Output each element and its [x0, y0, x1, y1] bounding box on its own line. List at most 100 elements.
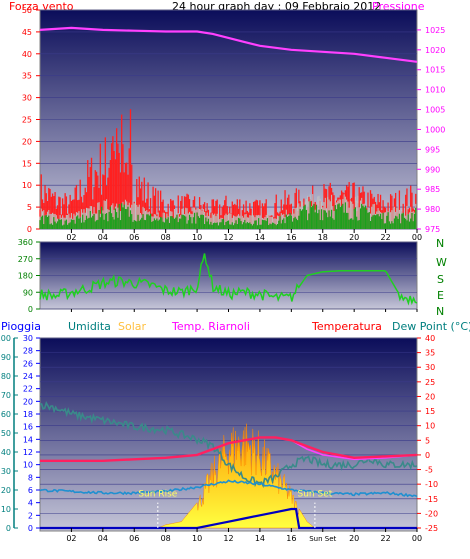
wind-direction-line — [39, 253, 418, 306]
y3-tick-label: 40 — [425, 334, 435, 343]
hum-tick-label: 2 — [28, 511, 33, 520]
y3-tick-label: -25 — [425, 524, 438, 533]
y-tick-label: 360 — [18, 238, 33, 247]
y2-tick-label: 1005 — [425, 106, 445, 115]
x-tick-label: 20 — [349, 233, 359, 242]
y2-tick-label: 975 — [425, 225, 440, 234]
y-tick-label: 25 — [22, 116, 32, 125]
rain-tick-label: 100 — [0, 334, 11, 343]
x-tick-label: 00 — [412, 534, 422, 543]
y2-tick-label: 980 — [425, 205, 440, 214]
temp-alt-label: Temp. Riarnoli — [171, 320, 250, 333]
x-tick-label: 16 — [286, 534, 296, 543]
x-tick-label: 16 — [286, 233, 296, 242]
y3-tick-label: -5 — [425, 466, 433, 475]
y3-tick-label: -15 — [425, 495, 438, 504]
sunset-label: Sun Set — [298, 489, 333, 499]
hum-tick-label: 22 — [23, 385, 33, 394]
hum-tick-label: 24 — [23, 372, 33, 381]
y3-tick-label: 25 — [425, 378, 435, 387]
x-tick-label: 04 — [98, 534, 108, 543]
x-tick-label: 06 — [129, 534, 139, 543]
y2-tick-label: 1020 — [425, 46, 445, 55]
hum-tick-label: 30 — [23, 334, 33, 343]
y-tick-label: 50 — [22, 6, 32, 15]
hum-tick-label: 0 — [28, 524, 33, 533]
humidity-line — [40, 400, 418, 489]
dewpoint-label: Dew Point (°C) — [392, 320, 470, 333]
x-tick-label: 20 — [349, 534, 359, 543]
sunrise-label: Sun Rise — [138, 489, 177, 499]
temperature-label: Temperatura — [311, 320, 382, 333]
y3-tick-label: 20 — [425, 392, 435, 401]
hum-tick-label: 26 — [23, 359, 33, 368]
hum-tick-label: 16 — [23, 423, 33, 432]
y2-tick-label: 1000 — [425, 125, 445, 134]
x-tick-label: 14 — [255, 534, 265, 543]
dir-label-n-top: N — [436, 237, 444, 250]
temperature-line — [40, 436, 418, 462]
y-tick-label: 40 — [22, 50, 32, 59]
x-tick-label: 08 — [161, 534, 171, 543]
y3-tick-label: -20 — [425, 509, 438, 518]
rain-tick-label: 70 — [1, 391, 11, 400]
y3-tick-label: -10 — [425, 480, 438, 489]
humidity-label: Umidita — [68, 320, 111, 333]
solar-label: Solar — [118, 320, 147, 333]
y-tick-label: 90 — [23, 288, 33, 297]
solar-area — [157, 423, 316, 529]
y3-tick-label: 30 — [425, 363, 435, 372]
y3-tick-label: 5 — [425, 436, 430, 445]
pressure-line — [39, 26, 418, 63]
y-tick-label: 20 — [22, 137, 32, 146]
x-tick-label: 10 — [192, 534, 202, 543]
x-tick-label: 18 — [318, 233, 328, 242]
dewpoint-line — [39, 479, 418, 498]
x-tick-label: 06 — [129, 233, 139, 242]
rain-label: Pioggia — [1, 320, 41, 333]
y3-tick-label: 10 — [425, 422, 435, 431]
hum-tick-label: 18 — [23, 410, 33, 419]
hum-tick-label: 4 — [28, 499, 33, 508]
x-tick-label: 00 — [412, 233, 422, 242]
y2-tick-label: 990 — [425, 165, 440, 174]
rain-tick-label: 90 — [1, 353, 11, 362]
rain-line — [40, 507, 417, 530]
y3-tick-label: 15 — [425, 407, 435, 416]
dir-label-w: W — [436, 256, 447, 269]
y2-tick-label: 985 — [425, 185, 440, 194]
hum-tick-label: 10 — [23, 461, 33, 470]
x-tick-label: Sun Set — [309, 535, 336, 543]
y-tick-label: 35 — [22, 72, 32, 81]
y3-tick-label: 0 — [425, 451, 430, 460]
x-tick-label: 08 — [161, 233, 171, 242]
hum-tick-label: 12 — [23, 448, 33, 457]
rain-tick-label: 20 — [1, 486, 11, 495]
rain-tick-label: 60 — [1, 410, 11, 419]
x-tick-label: 12 — [223, 233, 233, 242]
y2-tick-label: 995 — [425, 145, 440, 154]
x-tick-label: 02 — [66, 534, 76, 543]
y2-tick-label: 1010 — [425, 86, 445, 95]
y-tick-label: 0 — [27, 225, 32, 234]
y-tick-label: 180 — [18, 272, 33, 281]
x-tick-label: 22 — [380, 233, 390, 242]
temperature-plot: -25-20-15-10-505101520253035400102030405… — [0, 334, 438, 543]
wind-pressure-plot: 0510152025303540455097598098599099510001… — [22, 6, 446, 242]
y2-tick-label: 1025 — [425, 26, 445, 35]
hum-tick-label: 14 — [23, 435, 33, 444]
x-tick-label: 02 — [66, 233, 76, 242]
x-tick-label: 22 — [380, 534, 390, 543]
hum-tick-label: 8 — [28, 473, 33, 482]
rain-tick-label: 50 — [1, 429, 11, 438]
y-tick-label: 10 — [22, 181, 32, 190]
dir-label-n-bottom: N — [436, 305, 444, 318]
rain-tick-label: 0 — [6, 524, 11, 533]
rain-tick-label: 40 — [1, 448, 11, 457]
y-tick-label: 30 — [22, 94, 32, 103]
y3-tick-label: 35 — [425, 349, 435, 358]
y-tick-label: 0 — [28, 305, 33, 314]
y2-tick-label: 1015 — [425, 66, 445, 75]
hum-tick-label: 20 — [23, 397, 33, 406]
